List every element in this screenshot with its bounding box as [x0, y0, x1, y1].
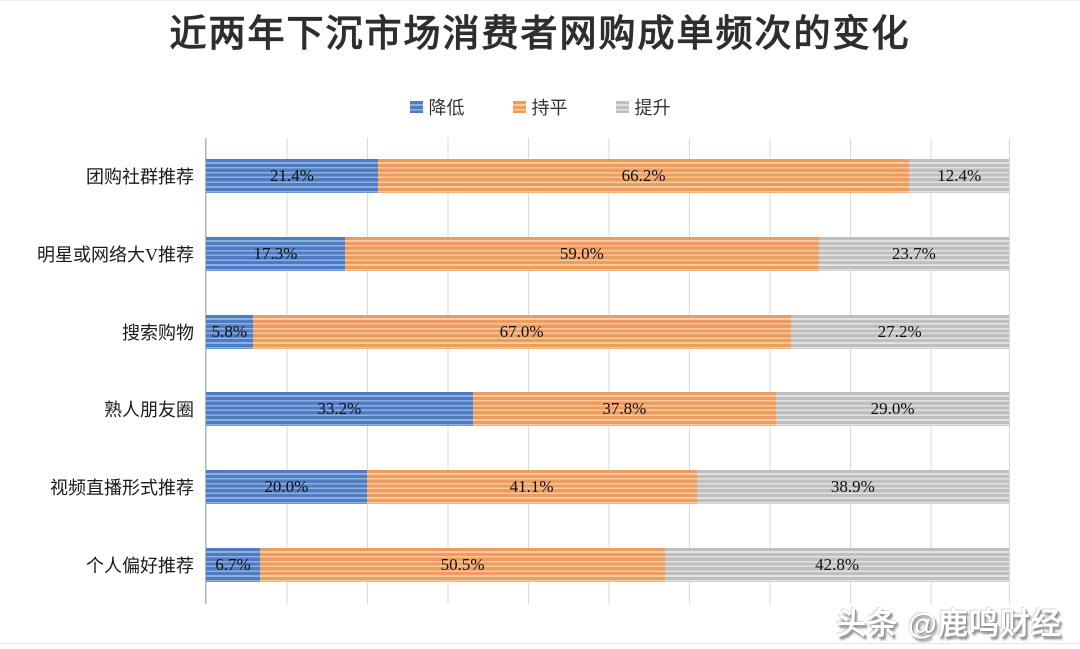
watermark: 头条 @鹿鸣财经	[836, 608, 1062, 641]
legend-label: 降低	[428, 97, 465, 118]
bar-track: 20.0% 41.1% 38.9%	[206, 470, 1009, 504]
bar-segment: 59.0%	[344, 237, 819, 272]
legend-item: 提升	[615, 94, 671, 120]
bar-row: 熟人朋友圈 33.2% 37.8% 29.0%	[104, 371, 1009, 449]
bar-value-label: 42.8%	[815, 554, 860, 574]
category-label: 视频直播形式推荐	[50, 478, 194, 498]
bar-value-label: 21.4%	[269, 166, 314, 186]
bar-segment: 67.0%	[252, 314, 791, 349]
legend-label: 提升	[634, 97, 671, 118]
bar-value-label: 38.9%	[830, 477, 875, 496]
bar-segment: 66.2%	[377, 159, 910, 194]
legend-label: 持平	[531, 97, 568, 118]
legend-swatch-icon	[512, 100, 526, 113]
category-label: 搜索购物	[122, 322, 194, 343]
plot-area: 团购社群推荐 21.4% 66.2% 12.4% 明星或网络大V推荐 17.3% 59.0%…	[37, 137, 1010, 604]
bar-segment: 50.5%	[259, 547, 666, 582]
bar-segment: 27.2%	[790, 314, 1009, 349]
bar-value-label: 27.2%	[877, 321, 922, 341]
legend-swatch-icon	[615, 100, 629, 113]
bar-row: 明星或网络大V推荐 17.3% 59.0% 23.7%	[37, 215, 1009, 293]
chart-title: 近两年下沉市场消费者网购成单频次的变化	[169, 13, 911, 54]
bar-track: 6.7% 50.5% 42.8%	[206, 547, 1009, 582]
bar-segment: 17.3%	[206, 237, 345, 272]
bar-segment: 38.9%	[696, 470, 1009, 504]
bar-value-label: 41.1%	[509, 477, 554, 496]
category-label: 团购社群推荐	[86, 167, 194, 188]
bar-segment: 12.4%	[909, 159, 1009, 194]
legend: 降低 持平 提升	[0, 94, 1080, 120]
bar-value-label: 37.8%	[602, 399, 647, 419]
bar-track: 17.3% 59.0% 23.7%	[206, 237, 1009, 272]
bar-value-label: 66.2%	[621, 166, 666, 186]
bar-track: 33.2% 37.8% 29.0%	[206, 392, 1009, 427]
legend-item: 持平	[512, 94, 568, 120]
bar-track: 5.8% 67.0% 27.2%	[206, 314, 1009, 349]
bar-segment: 29.0%	[776, 392, 1009, 427]
bar-segment: 20.0%	[206, 470, 367, 504]
legend-swatch-icon	[409, 100, 423, 113]
bar-value-label: 29.0%	[870, 399, 915, 419]
bar-value-label: 12.4%	[937, 166, 982, 186]
bar-segment: 6.7%	[206, 547, 260, 582]
bar-segment: 37.8%	[472, 392, 777, 427]
bar-segment: 33.2%	[206, 392, 473, 427]
bar-track: 21.4% 66.2% 12.4%	[206, 159, 1009, 194]
bar-segment: 23.7%	[818, 237, 1009, 272]
bar-row: 团购社群推荐 21.4% 66.2% 12.4%	[86, 138, 1009, 216]
category-label: 熟人朋友圈	[104, 400, 194, 421]
bar-segment: 5.8%	[206, 314, 253, 349]
bar-value-label: 5.8%	[211, 321, 247, 341]
bar-row: 搜索购物 5.8% 67.0% 27.2%	[122, 293, 1009, 371]
bar-row: 视频直播形式推荐 20.0% 41.1% 38.9%	[50, 448, 1009, 526]
category-label: 个人偏好推荐	[86, 555, 194, 576]
category-label: 明星或网络大V推荐	[37, 245, 194, 266]
bar-segment: 42.8%	[665, 547, 1009, 582]
bar-value-label: 20.0%	[264, 477, 309, 496]
bar-value-label: 33.2%	[317, 399, 362, 419]
legend-item: 降低	[409, 94, 465, 120]
bar-segment: 41.1%	[366, 470, 697, 504]
bar-value-label: 67.0%	[499, 321, 544, 341]
bar-row: 个人偏好推荐 6.7% 50.5% 42.8%	[86, 526, 1009, 604]
bar-segment: 21.4%	[206, 159, 378, 194]
bar-value-label: 59.0%	[559, 244, 604, 264]
bar-value-label: 23.7%	[891, 244, 936, 264]
bar-value-label: 17.3%	[253, 244, 298, 264]
bar-value-label: 6.7%	[215, 554, 251, 574]
bar-value-label: 50.5%	[440, 554, 485, 574]
